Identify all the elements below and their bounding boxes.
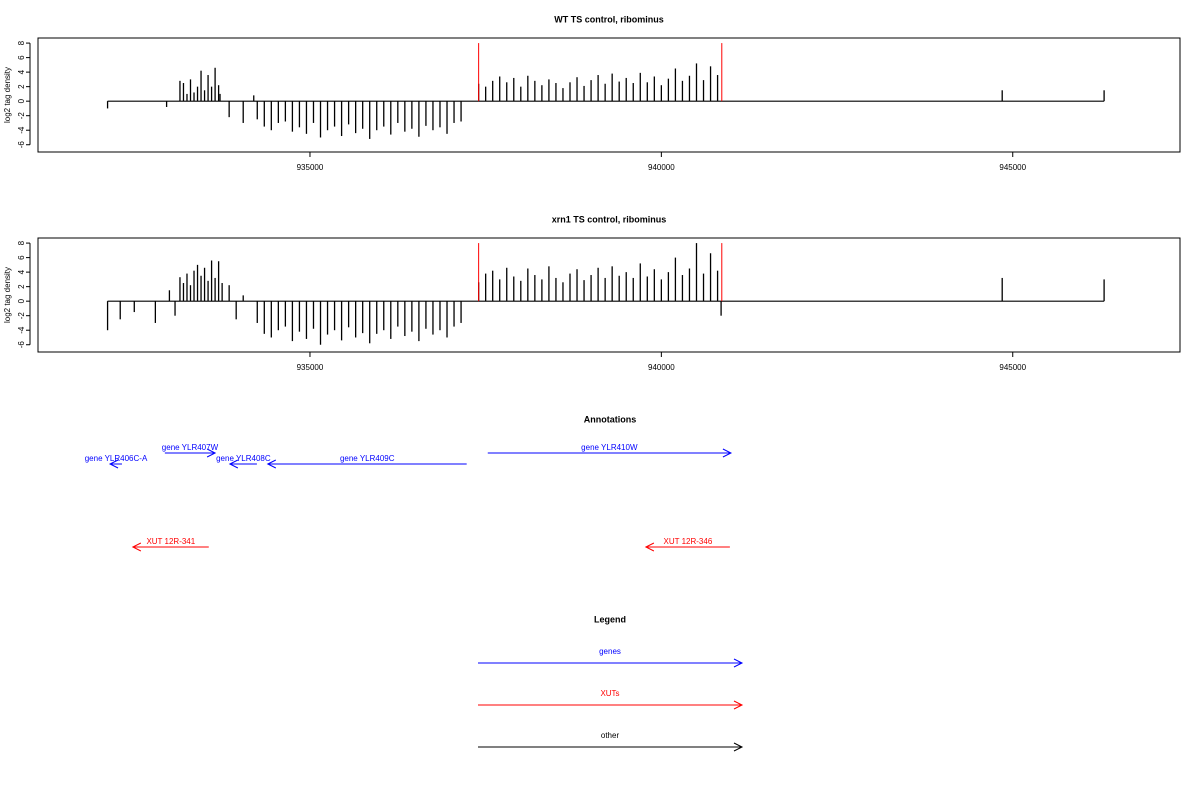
y-tick-label: 0 bbox=[17, 98, 26, 103]
feature-label: gene YLR408C bbox=[216, 454, 271, 463]
x-tick-label: 945000 bbox=[999, 163, 1026, 172]
feature-arrow-head bbox=[108, 459, 119, 469]
legend-arrow-head bbox=[733, 658, 744, 668]
x-tick-label: 935000 bbox=[297, 363, 324, 372]
chart-title: xrn1 TS control, ribominus bbox=[552, 214, 667, 224]
legend-label: genes bbox=[599, 647, 621, 656]
feature-arrow-head bbox=[206, 448, 217, 458]
feature-label: gene YLR410W bbox=[581, 443, 638, 452]
annotations-title: Annotations bbox=[584, 414, 637, 424]
feature-arrow-head bbox=[131, 542, 142, 552]
y-tick-label: 8 bbox=[17, 40, 26, 45]
y-tick-label: 4 bbox=[17, 269, 26, 274]
y-axis-label: log2 tag density bbox=[3, 67, 12, 123]
x-tick-label: 940000 bbox=[648, 363, 675, 372]
y-tick-label: -6 bbox=[17, 141, 26, 149]
y-tick-label: -4 bbox=[17, 126, 26, 134]
legend-label: XUTs bbox=[600, 689, 619, 698]
y-tick-label: -2 bbox=[17, 312, 26, 320]
feature-label: gene YLR406C-A bbox=[85, 454, 148, 463]
feature-label: gene YLR409C bbox=[340, 454, 395, 463]
feature-arrow-head bbox=[722, 448, 733, 458]
y-tick-label: 6 bbox=[17, 255, 26, 260]
legend-arrow-head bbox=[733, 742, 744, 752]
chart-title: WT TS control, ribominus bbox=[554, 14, 664, 24]
x-tick-label: 940000 bbox=[648, 163, 675, 172]
legend-title: Legend bbox=[594, 614, 626, 624]
y-tick-label: -2 bbox=[17, 112, 26, 120]
x-tick-label: 935000 bbox=[297, 163, 324, 172]
y-tick-label: 2 bbox=[17, 284, 26, 289]
y-tick-label: -4 bbox=[17, 326, 26, 334]
plot-frame bbox=[37, 37, 1181, 153]
y-tick-label: 2 bbox=[17, 84, 26, 89]
y-tick-label: 0 bbox=[17, 298, 26, 303]
feature-label: XUT 12R-341 bbox=[146, 537, 195, 546]
feature-arrow-head bbox=[266, 459, 277, 469]
feature-label: XUT 12R-346 bbox=[664, 537, 713, 546]
y-tick-label: 8 bbox=[17, 240, 26, 245]
feature-label: gene YLR407W bbox=[162, 443, 219, 452]
legend-arrow-head bbox=[733, 700, 744, 710]
feature-arrow-head bbox=[228, 459, 239, 469]
plot-frame bbox=[37, 237, 1181, 353]
y-tick-label: -6 bbox=[17, 341, 26, 349]
y-tick-label: 6 bbox=[17, 55, 26, 60]
x-tick-label: 945000 bbox=[999, 363, 1026, 372]
legend-label: other bbox=[601, 731, 620, 740]
feature-arrow-head bbox=[644, 542, 655, 552]
y-axis-label: log2 tag density bbox=[3, 267, 12, 323]
y-tick-label: 4 bbox=[17, 69, 26, 74]
